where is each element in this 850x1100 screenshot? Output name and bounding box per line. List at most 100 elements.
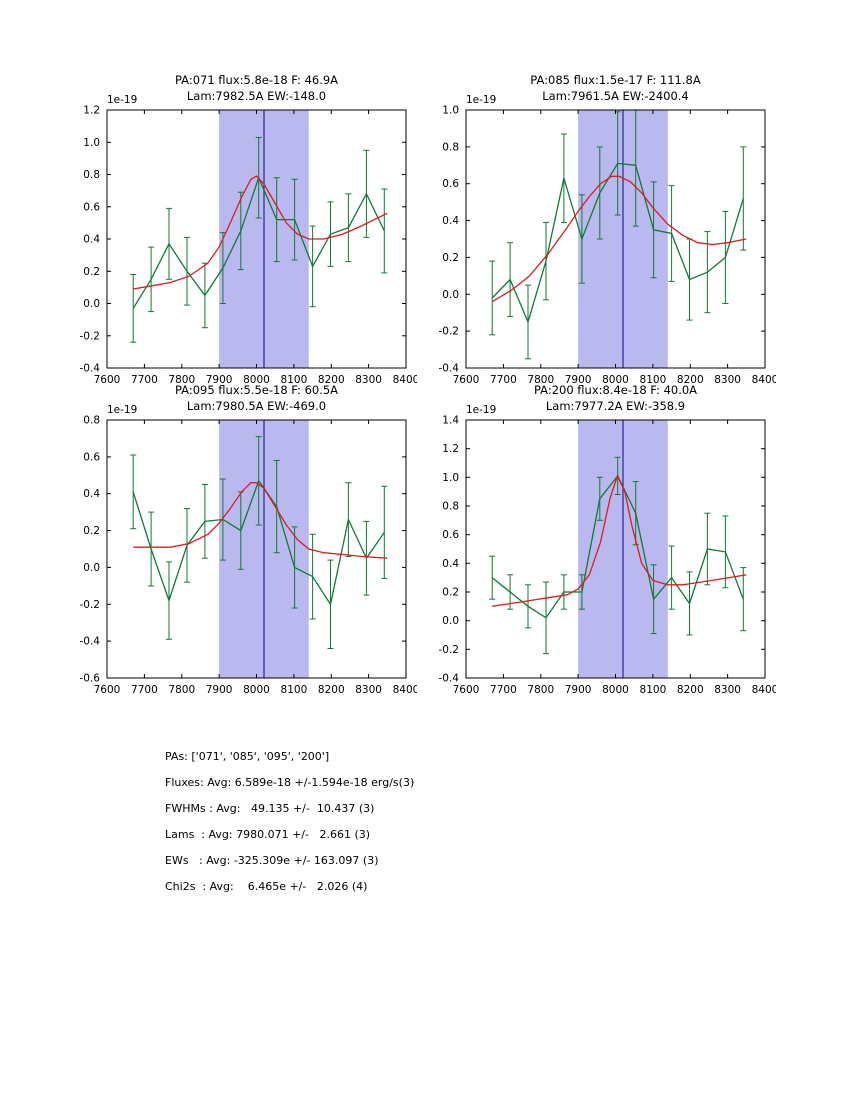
x-tick-label: 7900 [565, 684, 592, 696]
y-tick-label: 0.4 [83, 488, 100, 500]
error-bars [130, 436, 388, 649]
gaussian-fit-line [492, 474, 747, 607]
y-tick-label: 0.2 [83, 525, 100, 537]
x-tick-label: 7600 [94, 684, 121, 696]
x-tick-label: 8400 [393, 374, 417, 386]
x-tick-label: 8300 [355, 374, 382, 386]
y-offset-label: 1e-19 [107, 404, 137, 416]
x-tick-label: 8400 [752, 684, 776, 696]
axis-ticks [465, 419, 766, 679]
x-tick-label: 8400 [752, 374, 776, 386]
y-offset-label: 1e-19 [466, 404, 496, 416]
y-tick-label: 1.2 [83, 105, 100, 117]
summary-line-fluxes: Fluxes: Avg: 6.589e-18 +/-1.594e-18 erg/… [165, 776, 415, 789]
x-tick-label: 8100 [640, 684, 667, 696]
subplot-pa-095: 7600 7700 7800 7900 8000 8100 8200 8300 8400 -0.6… [45, 376, 418, 708]
y-tick-label: 0.0 [83, 562, 100, 574]
subplot-pa-071: 7600 7700 7800 7900 8000 8100 8200 8300 8400 -0.4… [45, 66, 418, 398]
y-tick-label: -0.4 [439, 363, 460, 375]
x-tick-label: 7900 [565, 374, 592, 386]
x-tick-label: 7700 [490, 374, 517, 386]
y-tick-label: -0.4 [80, 636, 101, 648]
subplot-pa-095-chart: 7600 7700 7800 7900 8000 8100 8200 8300 8400 -0.6… [80, 383, 418, 697]
gaussian-fit-line [491, 175, 747, 303]
y-tick-label: 1.0 [442, 472, 459, 484]
summary-line-lams: Lams : Avg: 7980.071 +/- 2.661 (3) [165, 828, 371, 841]
summary-line-chi2s: Chi2s : Avg: 6.465e +/- 2.026 (4) [165, 880, 368, 893]
y-tick-label: 1.0 [83, 137, 100, 149]
y-tick-label: -0.4 [439, 673, 460, 685]
x-tick-label: 8000 [243, 374, 270, 386]
subplot-title-line1: PA:071 flux:5.8e-18 F: 46.9A [175, 73, 338, 87]
x-tick-label: 8100 [640, 374, 667, 386]
x-tick-label: 8300 [355, 684, 382, 696]
subplot-pa-200-chart: 7600 7700 7800 7900 8000 8100 8200 8300 8400 -0.4… [439, 383, 777, 697]
subplot-title-line2: Lam:7982.5A EW:-148.0 [187, 89, 326, 103]
subplot-pa-085-chart: 7600 7700 7800 7900 8000 8100 8200 8300 8400 -0.4… [439, 73, 777, 387]
y-tick-label: 0.8 [442, 501, 459, 513]
y-offset-label: 1e-19 [107, 94, 137, 106]
x-tick-label: 8200 [318, 374, 345, 386]
gaussian-fit-line [133, 175, 388, 290]
subplot-pa-200: 7600 7700 7800 7900 8000 8100 8200 8300 8400 -0.4… [404, 376, 777, 708]
x-tick-label: 8100 [281, 374, 308, 386]
subplot-title-line1: PA:085 flux:1.5e-17 F: 111.8A [530, 73, 701, 87]
tick-labels: 7600 7700 7800 7900 8000 8100 8200 8300 8400 -0.4… [439, 415, 777, 697]
y-tick-label: 0.8 [83, 169, 100, 181]
y-tick-label: 0.4 [442, 558, 459, 570]
subplot-pa-071-chart: 7600 7700 7800 7900 8000 8100 8200 8300 8400 -0.4… [80, 73, 418, 387]
x-tick-label: 7800 [168, 684, 195, 696]
subplot-title-line1: PA:200 flux:8.4e-18 F: 40.0A [534, 383, 697, 397]
x-tick-label: 8300 [714, 684, 741, 696]
y-tick-label: 0.8 [442, 141, 459, 153]
y-tick-label: -0.6 [80, 673, 101, 685]
x-tick-label: 8400 [393, 684, 417, 696]
gaussian-fit-line [133, 482, 388, 559]
x-tick-label: 7700 [131, 684, 158, 696]
subplot-title-line2: Lam:7961.5A EW:-2400.4 [542, 89, 689, 103]
subplot-pa-085: 7600 7700 7800 7900 8000 8100 8200 8300 8400 -0.4… [404, 66, 777, 398]
x-tick-label: 7900 [206, 684, 233, 696]
y-tick-label: 0.2 [442, 252, 459, 264]
x-tick-label: 7600 [453, 374, 480, 386]
spectrum-line [132, 479, 385, 606]
summary-line-fwhms: FWHMs : Avg: 49.135 +/- 10.437 (3) [165, 802, 375, 815]
y-tick-label: 0.6 [442, 529, 459, 541]
y-tick-label: 0.8 [83, 415, 100, 427]
x-tick-label: 8000 [602, 374, 629, 386]
subplot-title-line1: PA:095 flux:5.5e-18 F: 60.5A [175, 383, 338, 397]
x-tick-label: 7800 [527, 374, 554, 386]
spectrum-line [491, 162, 744, 324]
y-tick-label: 1.2 [442, 443, 459, 455]
x-tick-label: 7800 [527, 684, 554, 696]
y-tick-label: 0.0 [442, 615, 459, 627]
axis-ticks [106, 109, 407, 369]
x-tick-label: 7700 [490, 684, 517, 696]
y-tick-label: -0.2 [439, 326, 460, 338]
y-tick-label: -0.4 [80, 363, 101, 375]
tick-labels: 7600 7700 7800 7900 8000 8100 8200 8300 8400 -0.4… [439, 105, 777, 387]
x-tick-label: 8200 [677, 684, 704, 696]
y-tick-label: -0.2 [80, 599, 101, 611]
x-tick-label: 7600 [453, 684, 480, 696]
tick-labels: 7600 7700 7800 7900 8000 8100 8200 8300 8400 -0.6… [80, 415, 418, 697]
x-tick-label: 7900 [206, 374, 233, 386]
y-tick-label: 0.6 [83, 201, 100, 213]
summary-line-ews: EWs : Avg: -325.309e +/- 163.097 (3) [165, 854, 379, 867]
error-bars [489, 456, 747, 655]
x-tick-label: 7700 [131, 374, 158, 386]
subplot-title-line2: Lam:7977.2A EW:-358.9 [546, 399, 685, 413]
x-tick-label: 8100 [281, 684, 308, 696]
y-tick-label: 1.4 [442, 415, 459, 427]
axis-ticks [465, 109, 766, 369]
x-tick-label: 8300 [714, 374, 741, 386]
y-tick-label: -0.2 [80, 330, 101, 342]
y-tick-label: 0.6 [83, 451, 100, 463]
y-tick-label: 1.0 [442, 105, 459, 117]
y-tick-label: 0.2 [442, 587, 459, 599]
y-tick-label: 0.4 [442, 215, 459, 227]
tick-labels: 7600 7700 7800 7900 8000 8100 8200 8300 8400 -0.4… [80, 105, 418, 387]
y-tick-label: 0.0 [83, 298, 100, 310]
summary-line-pas: PAs: ['071', '085', '095', '200'] [165, 750, 330, 763]
